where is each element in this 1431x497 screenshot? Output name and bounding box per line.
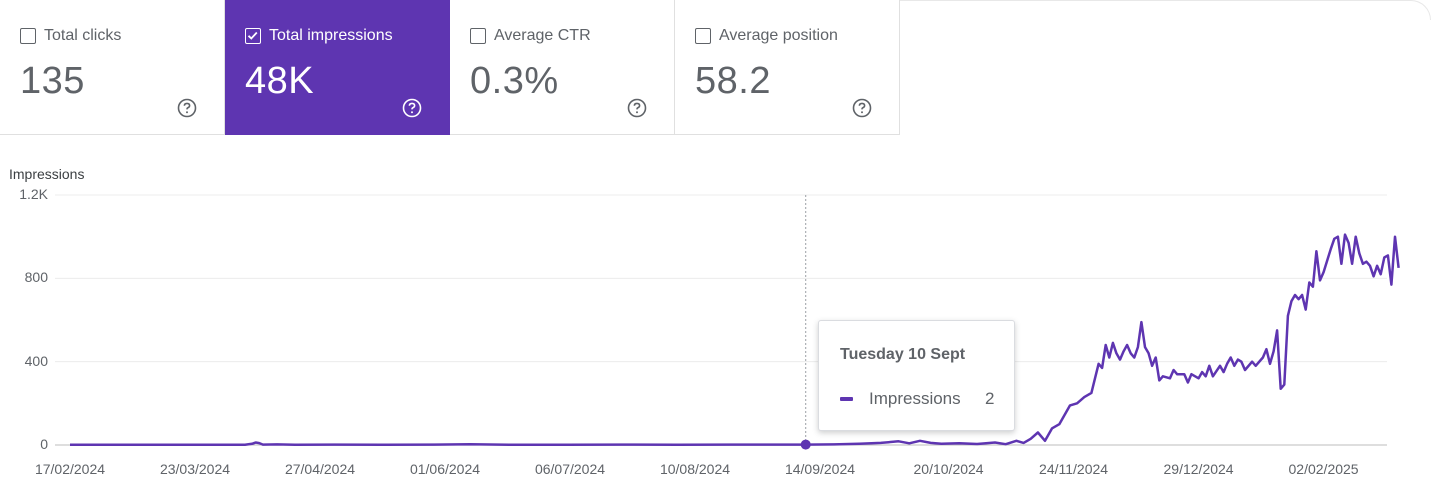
help-circle-icon[interactable] <box>627 98 647 118</box>
metric-card-1[interactable]: Total impressions 48K <box>225 0 450 135</box>
y-tick-label: 0 <box>40 436 48 452</box>
metric-cards: Total clicks 135 Total impressions 48K Avera… <box>0 0 900 135</box>
checkbox-icon[interactable] <box>20 28 36 44</box>
x-tick-label: 23/03/2024 <box>159 461 231 477</box>
x-tick-label: 01/06/2024 <box>409 461 481 477</box>
metric-label: Average position <box>719 27 838 44</box>
metric-label: Total impressions <box>269 27 393 44</box>
checkbox-icon[interactable] <box>695 28 711 44</box>
tooltip-series-value: 2 <box>985 389 995 408</box>
x-tick-label: 06/07/2024 <box>534 461 606 477</box>
y-axis-title: Impressions <box>9 166 85 182</box>
help-circle-icon[interactable] <box>402 98 422 118</box>
metric-card-2[interactable]: Average CTR 0.3% <box>450 0 675 135</box>
metric-checkbox-row[interactable]: Total clicks <box>20 27 121 45</box>
x-tick-label: 27/04/2024 <box>284 461 356 477</box>
metric-value: 135 <box>20 60 85 102</box>
series-line-impressions <box>70 233 1400 447</box>
checkbox-checked-icon[interactable] <box>245 28 261 44</box>
tooltip-series-swatch <box>840 397 853 401</box>
x-tick-label: 17/02/2024 <box>34 461 106 477</box>
x-tick-label: 29/12/2024 <box>1163 461 1234 477</box>
metric-value: 48K <box>245 60 315 102</box>
checkbox-icon[interactable] <box>470 28 486 44</box>
highlight-point[interactable] <box>800 439 811 450</box>
metric-checkbox-row[interactable]: Average CTR <box>470 27 591 45</box>
x-tick-label: 02/02/2025 <box>1288 461 1359 477</box>
metric-checkbox-row[interactable]: Total impressions <box>245 27 393 45</box>
tooltip-date: Tuesday 10 Sept <box>840 346 966 363</box>
x-tick-label: 14/09/2024 <box>784 461 856 477</box>
metric-card-3[interactable]: Average position 58.2 <box>675 0 900 135</box>
y-tick-label: 800 <box>24 269 48 286</box>
metric-value: 0.3% <box>470 60 559 102</box>
metric-card-0[interactable]: Total clicks 135 <box>0 0 225 135</box>
x-tick-label: 10/08/2024 <box>659 461 731 477</box>
x-tick-label: 20/10/2024 <box>913 461 984 477</box>
help-circle-icon[interactable] <box>852 98 872 118</box>
chart-tooltip: Tuesday 10 Sept Impressions 2 <box>818 320 1015 431</box>
metric-value: 58.2 <box>695 60 771 102</box>
y-tick-label: 400 <box>24 352 48 369</box>
x-tick-label: 24/11/2024 <box>1039 461 1109 477</box>
metric-label: Total clicks <box>44 27 122 44</box>
help-circle-icon[interactable] <box>177 98 197 118</box>
tooltip-series-name: Impressions <box>869 389 961 408</box>
metric-checkbox-row[interactable]: Average position <box>695 27 838 45</box>
y-tick-label: 1.2K <box>19 186 48 202</box>
metric-label: Average CTR <box>494 27 591 44</box>
